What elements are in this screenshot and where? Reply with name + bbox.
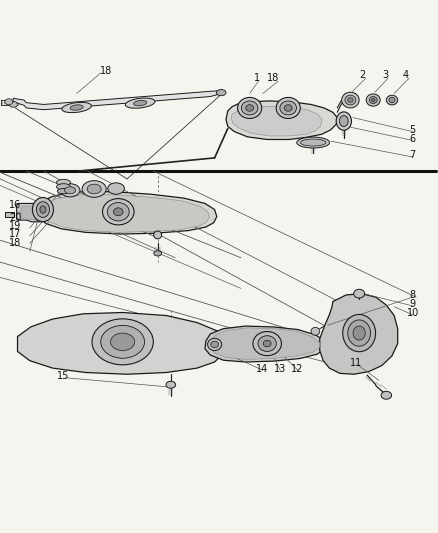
Text: 15: 15 [57,371,69,381]
Ellipse shape [343,314,376,352]
Ellipse shape [154,251,162,256]
Text: 18: 18 [9,238,21,248]
Ellipse shape [208,338,222,351]
Text: 11: 11 [350,358,363,368]
Polygon shape [231,106,322,136]
Ellipse shape [107,203,129,221]
Polygon shape [226,101,337,140]
Ellipse shape [92,319,153,365]
Ellipse shape [246,104,254,111]
Polygon shape [8,102,18,107]
Ellipse shape [216,90,226,96]
Ellipse shape [62,102,92,112]
Text: 6: 6 [409,134,415,143]
Ellipse shape [353,289,364,298]
Ellipse shape [253,332,281,356]
Ellipse shape [381,391,392,399]
Text: 12: 12 [291,364,304,374]
Ellipse shape [369,96,377,103]
Ellipse shape [336,112,352,130]
Ellipse shape [108,183,124,194]
Ellipse shape [57,179,71,185]
Ellipse shape [40,206,46,213]
Ellipse shape [348,98,353,102]
Ellipse shape [353,326,365,340]
Ellipse shape [57,189,70,194]
Ellipse shape [211,341,219,348]
Polygon shape [17,204,50,222]
Ellipse shape [166,381,176,388]
Ellipse shape [348,320,371,346]
Text: 4: 4 [403,70,409,80]
Ellipse shape [258,336,276,351]
Text: 18: 18 [267,73,279,83]
Ellipse shape [386,95,398,105]
Text: 5: 5 [409,125,415,135]
Text: 2: 2 [359,70,365,80]
Text: 8: 8 [409,290,415,301]
Text: 10: 10 [407,308,420,318]
Ellipse shape [87,184,101,194]
Ellipse shape [311,327,320,335]
Polygon shape [13,91,224,110]
Polygon shape [210,328,320,359]
Polygon shape [205,326,325,362]
Ellipse shape [371,99,375,102]
Text: 7: 7 [409,150,415,160]
Ellipse shape [125,98,155,108]
Ellipse shape [32,198,53,222]
Polygon shape [18,312,226,374]
Ellipse shape [241,101,258,115]
Ellipse shape [300,139,326,146]
Polygon shape [38,191,217,234]
Text: 19: 19 [9,221,21,231]
Ellipse shape [60,184,80,197]
Text: 13: 13 [274,364,286,374]
Ellipse shape [82,181,106,197]
Polygon shape [21,206,46,220]
Text: 16: 16 [9,200,21,210]
Text: 3: 3 [382,70,388,80]
Ellipse shape [389,98,395,103]
Ellipse shape [154,231,162,239]
Polygon shape [42,194,209,232]
Ellipse shape [101,326,145,358]
Ellipse shape [342,92,359,108]
Ellipse shape [134,100,147,106]
Polygon shape [5,212,14,217]
Text: 14: 14 [256,364,268,374]
Ellipse shape [113,208,123,216]
Ellipse shape [280,101,297,115]
Ellipse shape [284,104,292,111]
Text: 17: 17 [9,229,21,239]
Ellipse shape [110,333,135,351]
Polygon shape [320,294,398,374]
Text: 18: 18 [100,66,112,76]
Ellipse shape [65,187,75,194]
Ellipse shape [263,340,271,347]
Ellipse shape [102,199,134,225]
Text: 9: 9 [409,299,415,309]
Text: 1: 1 [254,73,260,83]
Ellipse shape [297,137,329,148]
Ellipse shape [345,95,356,105]
Ellipse shape [339,116,348,126]
Ellipse shape [70,105,83,110]
Ellipse shape [366,94,380,106]
Text: 20: 20 [9,213,21,223]
Ellipse shape [36,201,49,217]
Ellipse shape [57,184,71,190]
Ellipse shape [237,98,261,118]
Ellipse shape [5,99,13,105]
Ellipse shape [276,98,300,118]
